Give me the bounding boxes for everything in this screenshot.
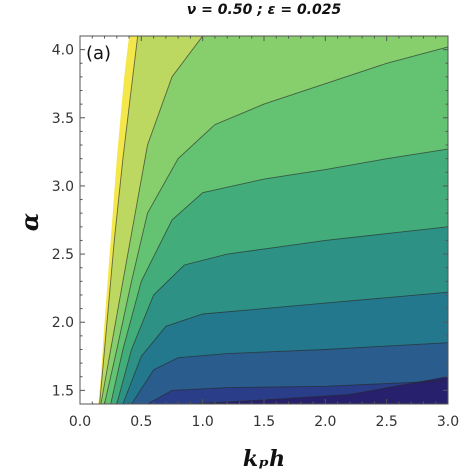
contour-region: [131, 342, 448, 404]
y-tick-label: 3.5: [52, 111, 74, 127]
y-tick-label: 3.0: [52, 179, 74, 195]
contour-line: [116, 226, 448, 404]
x-tick-label: 0.0: [69, 414, 91, 430]
x-tick-label: 0.5: [130, 414, 152, 430]
chart-title: ν = 0.50 ; ε = 0.025: [186, 2, 342, 18]
contour-regions: [98, 36, 448, 404]
contour-line: [99, 36, 139, 404]
x-axis-label: kₚh: [243, 446, 285, 472]
x-tick-label: 2.5: [376, 414, 398, 430]
x-tick-label: 3.0: [437, 414, 459, 430]
y-tick-label: 2.0: [52, 315, 74, 331]
y-tick-label: 1.5: [52, 383, 74, 399]
x-tick-label: 1.0: [192, 414, 214, 430]
x-tick-label: 2.0: [314, 414, 336, 430]
y-axis-label: α: [15, 213, 44, 231]
contour-line: [147, 380, 448, 404]
contour-line: [131, 342, 448, 404]
x-tick-label: 1.5: [253, 414, 275, 430]
axis-ticks: 0.0 0.5 1.0 1.5 2.0 2.5 3.0 1.5 2.0 2.5 3.0 3.5 4.0: [52, 36, 459, 430]
contour-line: [122, 291, 448, 404]
y-tick-label: 4.0: [52, 43, 74, 59]
contour-line: [104, 46, 448, 404]
contour-region: [190, 376, 448, 404]
y-tick-label: 2.5: [52, 247, 74, 263]
contour-line: [100, 36, 204, 404]
panel-label: (a): [86, 43, 111, 64]
contour-line: [110, 148, 448, 404]
